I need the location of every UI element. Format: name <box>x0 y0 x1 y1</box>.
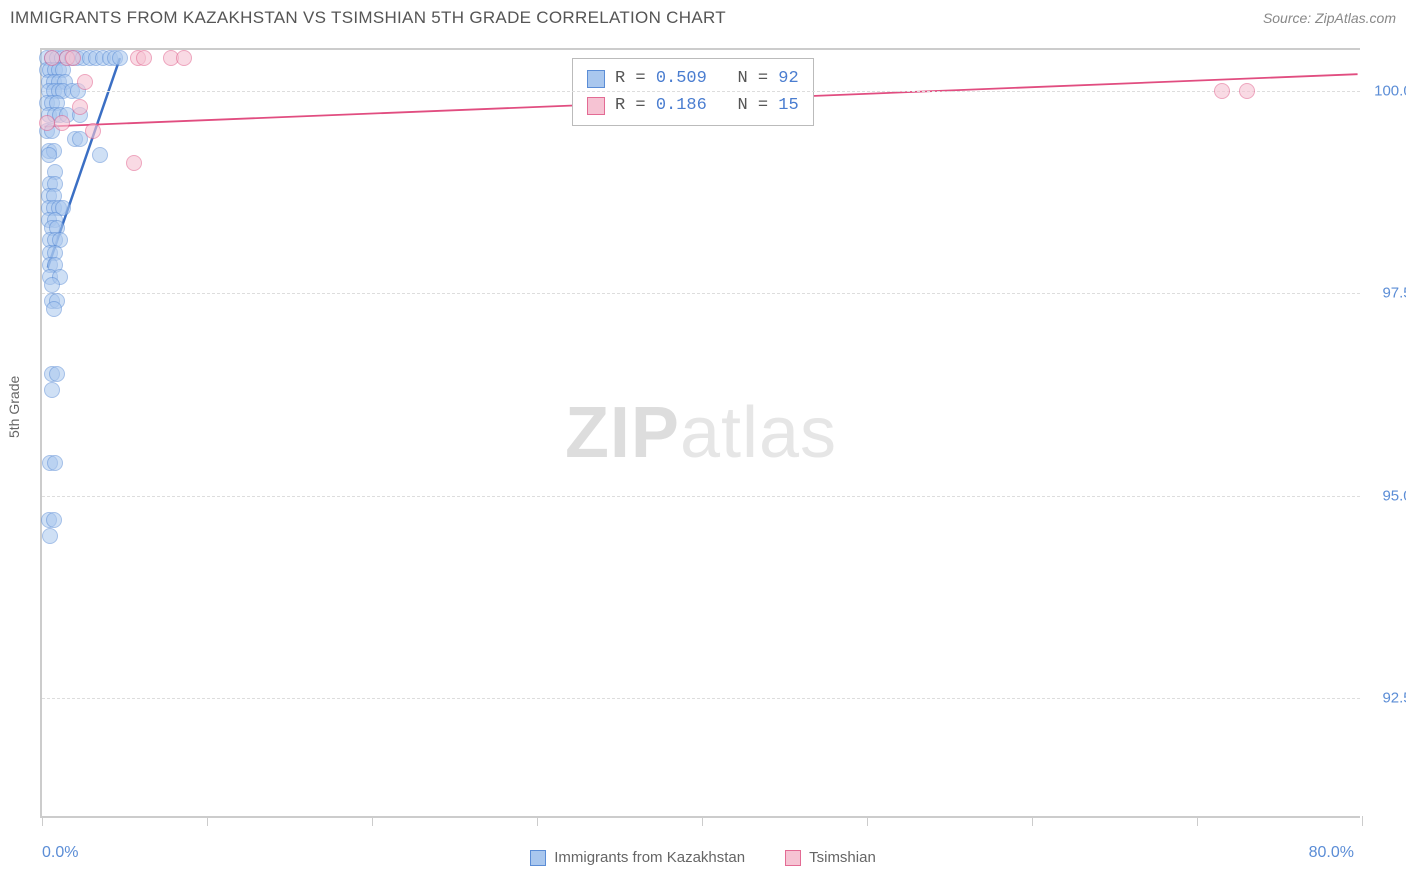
gridline <box>42 698 1360 699</box>
gridline <box>42 496 1360 497</box>
legend-label: Immigrants from Kazakhstan <box>554 849 745 866</box>
y-tick-label: 92.5% <box>1382 690 1406 707</box>
data-point <box>72 99 88 115</box>
x-tick <box>537 816 538 826</box>
x-tick <box>207 816 208 826</box>
x-tick <box>42 816 43 826</box>
x-tick <box>372 816 373 826</box>
data-point <box>47 455 63 471</box>
stats-row: R = 0.186 N = 15 <box>587 92 799 119</box>
data-point <box>46 301 62 317</box>
legend-item: Immigrants from Kazakhstan <box>530 849 745 866</box>
x-tick <box>867 816 868 826</box>
x-tick <box>1032 816 1033 826</box>
legend-item: Tsimshian <box>785 849 876 866</box>
data-point <box>1239 83 1255 99</box>
data-point <box>46 512 62 528</box>
trend-lines <box>42 50 1360 816</box>
chart-title: IMMIGRANTS FROM KAZAKHSTAN VS TSIMSHIAN … <box>10 8 726 28</box>
data-point <box>41 147 57 163</box>
correlation-stats-box: R = 0.509 N = 92R = 0.186 N = 15 <box>572 58 814 126</box>
data-point <box>39 115 55 131</box>
legend-swatch <box>530 850 546 866</box>
gridline <box>42 91 1360 92</box>
data-point <box>136 50 152 66</box>
data-point <box>44 382 60 398</box>
stats-text: R = 0.509 N = 92 <box>615 65 799 92</box>
data-point <box>54 115 70 131</box>
stats-text: R = 0.186 N = 15 <box>615 92 799 119</box>
x-tick <box>1362 816 1363 826</box>
data-point <box>77 74 93 90</box>
data-point <box>126 155 142 171</box>
y-axis-title: 5th Grade <box>6 376 22 438</box>
data-point <box>49 366 65 382</box>
data-point <box>44 277 60 293</box>
data-point <box>44 50 60 66</box>
legend-swatch <box>785 850 801 866</box>
plot-area: ZIPatlas R = 0.509 N = 92R = 0.186 N = 1… <box>40 48 1360 818</box>
stats-swatch <box>587 70 605 88</box>
data-point <box>92 147 108 163</box>
data-point <box>85 123 101 139</box>
data-point <box>112 50 128 66</box>
data-point <box>42 528 58 544</box>
data-point <box>176 50 192 66</box>
chart-source: Source: ZipAtlas.com <box>1263 10 1396 26</box>
legend-label: Tsimshian <box>809 849 876 866</box>
gridline <box>42 293 1360 294</box>
legend: Immigrants from Kazakhstan Tsimshian <box>0 849 1406 866</box>
data-point <box>1214 83 1230 99</box>
stats-swatch <box>587 97 605 115</box>
stats-row: R = 0.509 N = 92 <box>587 65 799 92</box>
x-tick <box>702 816 703 826</box>
y-tick-label: 100.0% <box>1374 82 1406 99</box>
y-tick-label: 95.0% <box>1382 487 1406 504</box>
x-tick <box>1197 816 1198 826</box>
chart-header: IMMIGRANTS FROM KAZAKHSTAN VS TSIMSHIAN … <box>10 8 1396 28</box>
data-point <box>65 50 81 66</box>
y-tick-label: 97.5% <box>1382 285 1406 302</box>
watermark: ZIPatlas <box>565 392 837 474</box>
